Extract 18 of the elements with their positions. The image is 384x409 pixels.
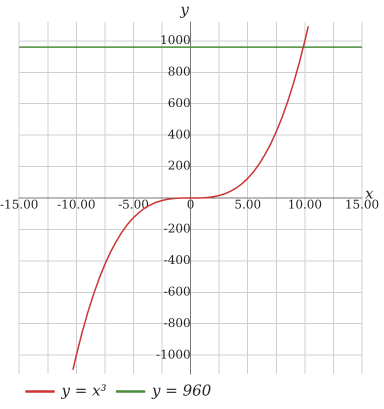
x-tick-label: -15.00 <box>0 197 38 212</box>
y-tick-label: -800 <box>164 316 191 330</box>
y-tick-label: 1000 <box>160 32 191 47</box>
y-tick-label: -200 <box>164 222 191 236</box>
y-tick-label: 200 <box>168 158 191 173</box>
x-tick-label: -5.00 <box>118 197 149 212</box>
y-tick-label: -600 <box>164 284 191 298</box>
y-tick-label: -400 <box>164 252 191 267</box>
y-axis-title: y <box>179 0 190 18</box>
legend-label: y = x³ <box>60 381 107 400</box>
y-tick-label: 800 <box>168 64 191 78</box>
x-tick-label: 5.00 <box>234 197 262 212</box>
y-tick-label: 600 <box>168 96 191 110</box>
y-tick-label: 400 <box>168 127 191 142</box>
x-tick-label: -10.00 <box>57 197 96 212</box>
x-tick-label: 10.00 <box>288 197 322 212</box>
y-tick-label: -1000 <box>156 347 191 362</box>
legend-label: y = 960 <box>151 381 212 400</box>
